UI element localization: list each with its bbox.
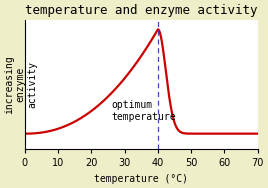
- Text: optimum
temperature: optimum temperature: [111, 100, 176, 122]
- X-axis label: temperature (°C): temperature (°C): [94, 174, 188, 184]
- Y-axis label: increasing
enzyme
activity: increasing enzyme activity: [4, 55, 37, 114]
- Title: temperature and enzyme activity: temperature and enzyme activity: [25, 4, 258, 17]
